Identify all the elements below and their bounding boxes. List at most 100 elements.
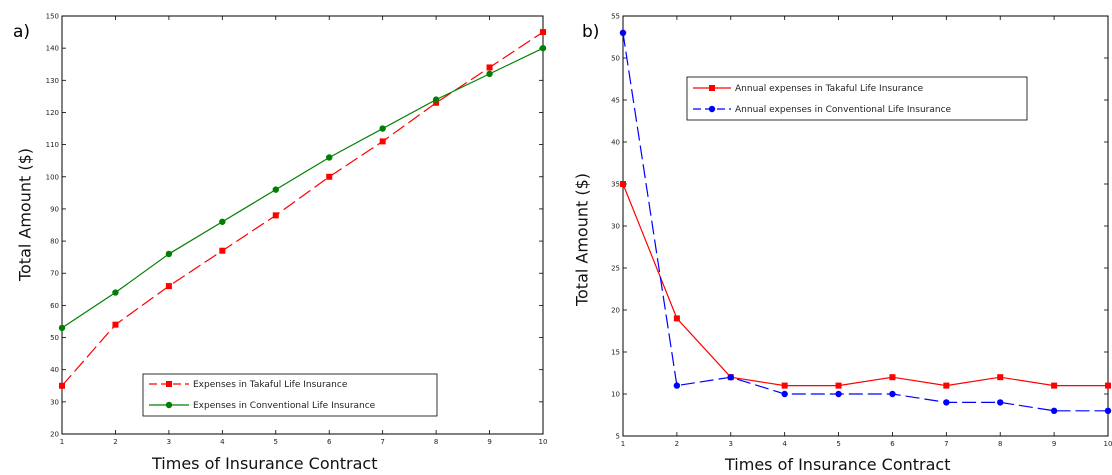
y-tick-label: 40 [50, 366, 59, 374]
data-point-series-1 [326, 173, 333, 180]
x-tick-label: 10 [1104, 440, 1112, 448]
y-tick-label: 130 [46, 77, 59, 85]
legend-box [686, 76, 1028, 121]
y-tick-label: 110 [46, 141, 59, 149]
legend-entry-2: Expenses in Conventional Life Insurance [193, 401, 376, 411]
x-tick-label: 4 [220, 438, 225, 446]
legend-swatch-marker [709, 85, 715, 91]
data-point-series-2 [165, 250, 173, 258]
data-point-series-2 [889, 390, 896, 398]
y-axis-label-b: Total Amount ($) [572, 172, 592, 307]
y-tick-label: 20 [611, 307, 620, 315]
y-tick-label: 100 [46, 173, 59, 181]
x-tick-label: 9 [487, 438, 491, 446]
data-point-series-2 [58, 324, 66, 332]
y-tick-label: 150 [46, 13, 59, 21]
series-line-2 [61, 47, 544, 329]
data-point-series-2 [835, 390, 842, 398]
y-tick-label: 45 [611, 97, 620, 105]
legend: Annual expenses in Takaful Life Insuranc… [686, 76, 1028, 121]
data-point-series-1 [486, 64, 493, 71]
data-point-series-1 [835, 382, 842, 389]
data-point-series-2 [112, 289, 119, 296]
chart-panel-b: b) 1 2 3 4 5 6 7 8 9 10 5 10 15 20 25 30 35 40 45 50 55 Annua… [560, 0, 1112, 475]
y-tick-label: 120 [46, 109, 59, 117]
x-axis-label-b: Times of Insurance Contract [725, 455, 951, 474]
y-tick-label: 90 [50, 205, 59, 213]
legend-swatch-marker [165, 401, 173, 409]
data-point-series-2 [219, 218, 226, 225]
data-point-series-1 [540, 29, 546, 36]
y-tick-label: 35 [611, 181, 620, 189]
y-tick-label: 140 [46, 45, 59, 53]
data-point-series-2 [727, 374, 734, 381]
legend-swatch-marker [166, 381, 172, 387]
data-point-series-1 [997, 374, 1004, 381]
data-point-series-2 [997, 399, 1004, 406]
data-point-series-2 [326, 154, 333, 161]
series-line-2 [622, 32, 1108, 412]
y-tick-label: 60 [50, 302, 59, 310]
legend-swatch-marker [708, 105, 716, 113]
x-tick-label: 5 [274, 438, 278, 446]
x-tick-label: 6 [890, 440, 895, 448]
data-point-series-1 [1105, 382, 1111, 389]
data-point-series-1 [1051, 382, 1058, 389]
y-tick-label: 30 [50, 398, 59, 406]
y-tick-label: 55 [611, 13, 620, 21]
data-point-series-1 [272, 212, 279, 219]
data-point-series-1 [620, 181, 626, 187]
data-point-series-2 [539, 44, 547, 52]
chart-a-svg: 1 2 3 4 5 6 7 8 9 10 20 30 40 50 60 70 80 90 100 110 120 130 1… [46, 13, 548, 447]
data-point-series-2 [379, 125, 386, 132]
x-tick-label: 3 [167, 438, 171, 446]
data-point-series-1 [673, 315, 680, 322]
x-tick-label: 3 [729, 440, 733, 448]
legend-entry-1: Expenses in Takaful Life Insurance [193, 380, 348, 390]
data-point-series-2 [1104, 407, 1112, 414]
legend: Expenses in Takaful Life Insurance Expens… [142, 373, 438, 417]
data-point-series-1 [943, 382, 950, 389]
x-tick-label: 8 [434, 438, 438, 446]
y-tick-label: 80 [50, 238, 59, 246]
series-line-1 [61, 31, 544, 387]
data-point-series-1 [433, 99, 440, 106]
x-tick-label: 8 [998, 440, 1002, 448]
chart-panel-a: a) 1 2 3 4 5 6 7 8 9 10 20 30 40 50 60 70 80 90 100 110 120 1… [13, 13, 548, 474]
data-point-series-2 [781, 390, 788, 398]
data-point-series-1 [379, 138, 386, 145]
panel-label-a: a) [13, 22, 31, 42]
x-tick-label: 7 [380, 438, 384, 446]
data-point-series-1 [889, 374, 896, 381]
data-point-series-1 [112, 321, 119, 328]
y-tick-label: 25 [611, 265, 620, 273]
data-point-series-2 [619, 29, 627, 36]
x-tick-label: 2 [113, 438, 117, 446]
y-tick-label: 20 [50, 431, 59, 439]
x-axis-label-a: Times of Insurance Contract [152, 454, 378, 473]
x-tick-label: 5 [836, 440, 840, 448]
x-tick-label: 7 [944, 440, 948, 448]
y-axis-label-a: Total Amount ($) [15, 147, 35, 282]
data-point-series-1 [219, 247, 226, 254]
data-point-series-2 [1050, 407, 1058, 414]
y-tick-label: 50 [611, 55, 620, 63]
plot-frame [61, 15, 544, 435]
x-tick-label: 1 [621, 440, 625, 448]
x-tick-label: 10 [539, 438, 548, 446]
data-point-series-1 [165, 283, 172, 290]
panel-label-b: b) [582, 22, 600, 42]
data-point-series-2 [272, 186, 279, 193]
data-point-series-1 [59, 382, 65, 389]
series-line-1 [622, 183, 1108, 387]
y-tick-label: 70 [50, 270, 59, 278]
data-point-series-2 [486, 70, 493, 78]
legend-entry-2: Annual expenses in Conventional Life Ins… [735, 105, 952, 115]
data-point-series-2 [673, 382, 681, 389]
data-point-series-1 [781, 382, 788, 389]
y-tick-label: 30 [611, 223, 620, 231]
y-tick-label: 5 [616, 433, 620, 441]
x-tick-label: 6 [327, 438, 332, 446]
y-tick-label: 50 [50, 334, 59, 342]
